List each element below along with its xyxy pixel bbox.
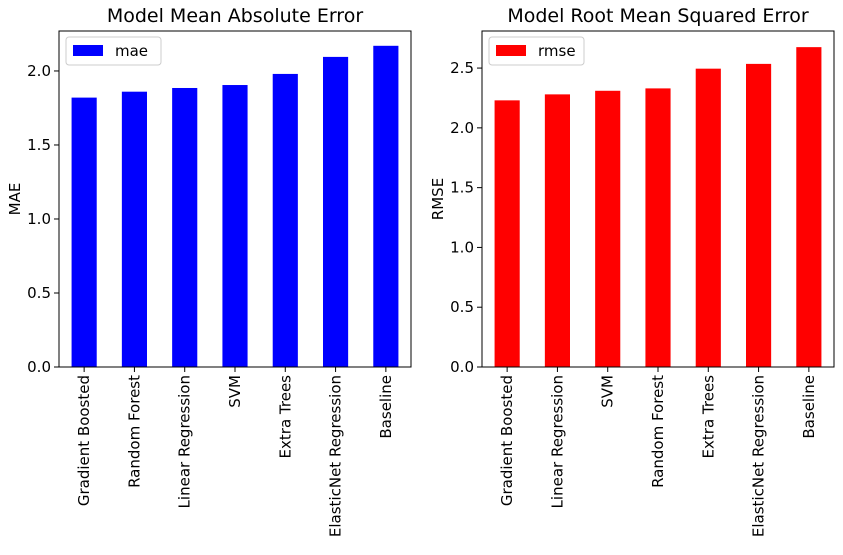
bar-2 — [121, 91, 147, 367]
legend: mae — [65, 36, 162, 66]
bar-1 — [494, 100, 520, 368]
y-tick-label: 1.0 — [27, 210, 51, 228]
x-tick-label: Gradient Boosted — [75, 375, 93, 506]
bar-7 — [373, 45, 399, 368]
x-tick-label: Extra Trees — [276, 375, 294, 459]
bar-6 — [323, 56, 349, 368]
legend-box — [488, 36, 585, 66]
x-tick-label: Random Forest — [125, 375, 143, 488]
x-tick-label: SVM — [599, 375, 617, 408]
y-tick-label: 2.5 — [450, 59, 474, 77]
x-tick-label: Gradient Boosted — [498, 375, 516, 506]
y-tick-label: 1.0 — [450, 238, 474, 256]
chart-title: Model Root Mean Squared Error — [507, 5, 808, 27]
x-tick-label: SVM — [226, 375, 244, 408]
y-tick-label: 0.5 — [27, 284, 51, 302]
bar-6 — [746, 63, 772, 367]
bar-3 — [172, 87, 198, 367]
chart-1: 0.0 0.5 1.0 1.5 2.0 Gradient Boosted Random Fo… — [6, 5, 412, 537]
y-tick-label: 0.5 — [450, 298, 474, 316]
chart-2: 0.0 0.5 1.0 1.5 2.0 2.5 Gradient Boosted Linear… — [429, 5, 835, 537]
bar-3 — [595, 90, 621, 368]
x-tick-label: ElasticNet Regression — [327, 375, 345, 537]
y-tick-label: 2.0 — [450, 119, 474, 137]
x-tick-label: Random Forest — [649, 375, 667, 488]
x-tick-label: Extra Trees — [699, 375, 717, 459]
legend: rmse — [488, 36, 585, 66]
bar-5 — [272, 73, 298, 367]
legend-label: rmse — [538, 42, 576, 60]
bar-7 — [796, 47, 822, 368]
legend-swatch — [73, 45, 103, 56]
bar-1 — [71, 97, 97, 367]
y-axis-label: RMSE — [429, 178, 447, 220]
x-tick-label: Baseline — [377, 375, 395, 439]
y-tick-label: 0.0 — [450, 358, 474, 376]
bar-4 — [222, 85, 248, 367]
x-tick-label: Baseline — [800, 375, 818, 439]
legend-label: mae — [115, 42, 148, 60]
y-tick-label: 0.0 — [27, 358, 51, 376]
x-tick-label: ElasticNet Regression — [750, 375, 768, 537]
legend-swatch — [496, 45, 526, 56]
bar-2 — [544, 94, 570, 368]
y-tick-label: 2.0 — [27, 62, 51, 80]
legend-box — [65, 36, 162, 66]
y-axis-label: MAE — [6, 183, 24, 216]
bar-5 — [695, 68, 721, 368]
x-tick-label: Linear Regression — [176, 375, 194, 508]
y-tick-label: 1.5 — [27, 136, 51, 154]
chart-title: Model Mean Absolute Error — [107, 5, 363, 27]
y-tick-label: 1.5 — [450, 179, 474, 197]
x-tick-label: Linear Regression — [548, 375, 566, 508]
bar-4 — [645, 88, 671, 367]
